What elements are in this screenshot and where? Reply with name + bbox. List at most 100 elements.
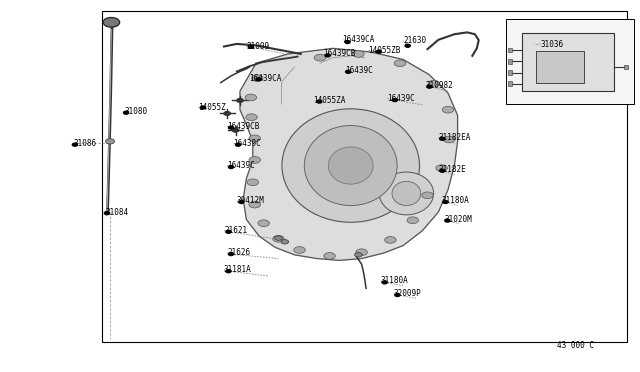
Circle shape: [324, 253, 335, 259]
Circle shape: [356, 249, 367, 256]
Circle shape: [353, 51, 364, 57]
Text: 16439CA: 16439CA: [250, 74, 282, 83]
Circle shape: [281, 240, 289, 244]
Text: 14055Z: 14055Z: [198, 103, 226, 112]
Text: 16439CB: 16439CB: [227, 122, 260, 131]
Text: 21621: 21621: [224, 226, 247, 235]
Text: 31080: 31080: [125, 107, 148, 116]
Circle shape: [382, 281, 387, 284]
Text: 31182EA: 31182EA: [438, 133, 471, 142]
Bar: [624, 65, 628, 69]
Text: 30412M: 30412M: [237, 196, 264, 205]
Bar: [508, 59, 512, 64]
Circle shape: [436, 165, 447, 171]
Text: 31180A: 31180A: [381, 276, 408, 285]
Circle shape: [294, 247, 305, 253]
Circle shape: [106, 139, 115, 144]
Circle shape: [427, 85, 432, 88]
Bar: [506, 19, 634, 104]
Circle shape: [236, 143, 241, 146]
Circle shape: [258, 220, 269, 227]
Text: 43 000 C: 43 000 C: [557, 341, 594, 350]
Circle shape: [376, 50, 381, 53]
Ellipse shape: [392, 182, 421, 205]
Circle shape: [422, 192, 433, 199]
Text: 14055ZA: 14055ZA: [314, 96, 346, 105]
Circle shape: [385, 237, 396, 243]
Circle shape: [256, 78, 261, 81]
Circle shape: [355, 253, 362, 257]
Circle shape: [440, 169, 445, 172]
Circle shape: [228, 126, 234, 129]
Bar: [536, 51, 584, 83]
Circle shape: [228, 166, 234, 169]
Ellipse shape: [328, 147, 373, 184]
Circle shape: [395, 294, 400, 296]
Circle shape: [249, 135, 260, 142]
Circle shape: [345, 41, 350, 44]
Circle shape: [232, 128, 239, 132]
Circle shape: [249, 157, 260, 163]
Circle shape: [104, 212, 109, 215]
Circle shape: [314, 54, 326, 61]
Circle shape: [237, 99, 243, 102]
Text: 31020M: 31020M: [445, 215, 472, 224]
Circle shape: [440, 137, 445, 140]
Circle shape: [249, 201, 260, 208]
Circle shape: [442, 106, 454, 113]
Text: 31180A: 31180A: [442, 196, 469, 205]
Ellipse shape: [379, 172, 434, 215]
Circle shape: [239, 201, 244, 203]
Text: 31181A: 31181A: [224, 265, 252, 274]
Circle shape: [226, 230, 231, 233]
Circle shape: [428, 80, 440, 87]
Text: 310982: 310982: [426, 81, 453, 90]
Text: 16439CB: 16439CB: [323, 49, 356, 58]
Circle shape: [275, 236, 282, 240]
Text: 16439C: 16439C: [346, 66, 373, 75]
Text: 31009: 31009: [246, 42, 269, 51]
Text: 21626: 21626: [227, 248, 250, 257]
Polygon shape: [240, 48, 458, 260]
Circle shape: [246, 114, 257, 121]
Bar: [102, 11, 627, 342]
Circle shape: [124, 111, 129, 114]
Bar: [508, 81, 512, 86]
Circle shape: [392, 99, 397, 102]
Ellipse shape: [305, 126, 397, 205]
Circle shape: [394, 60, 406, 67]
Text: 31036: 31036: [541, 40, 564, 49]
Circle shape: [444, 136, 455, 143]
Circle shape: [325, 54, 330, 57]
Text: 16439C: 16439C: [234, 139, 261, 148]
Circle shape: [273, 235, 284, 242]
Text: 32009P: 32009P: [394, 289, 421, 298]
Circle shape: [443, 201, 448, 203]
Circle shape: [72, 143, 77, 146]
Text: 31182E: 31182E: [438, 165, 466, 174]
Text: 16439C: 16439C: [387, 94, 415, 103]
Circle shape: [228, 253, 234, 256]
Text: 14055ZB: 14055ZB: [368, 46, 401, 55]
Circle shape: [245, 94, 257, 101]
Circle shape: [103, 17, 120, 27]
Text: 31086: 31086: [74, 139, 97, 148]
Bar: [508, 70, 512, 75]
Bar: [522, 33, 614, 91]
Circle shape: [405, 44, 410, 47]
Text: 21630: 21630: [403, 36, 426, 45]
Bar: [508, 48, 512, 52]
Circle shape: [317, 100, 322, 103]
Circle shape: [407, 217, 419, 224]
Circle shape: [252, 75, 263, 81]
Text: 31084: 31084: [106, 208, 129, 217]
Circle shape: [445, 219, 450, 222]
Circle shape: [226, 270, 231, 273]
Circle shape: [247, 179, 259, 186]
Circle shape: [224, 112, 230, 115]
Text: 16439C: 16439C: [227, 161, 255, 170]
Ellipse shape: [282, 109, 420, 222]
Text: 16439CA: 16439CA: [342, 35, 375, 44]
Circle shape: [248, 45, 253, 48]
Circle shape: [346, 70, 351, 73]
